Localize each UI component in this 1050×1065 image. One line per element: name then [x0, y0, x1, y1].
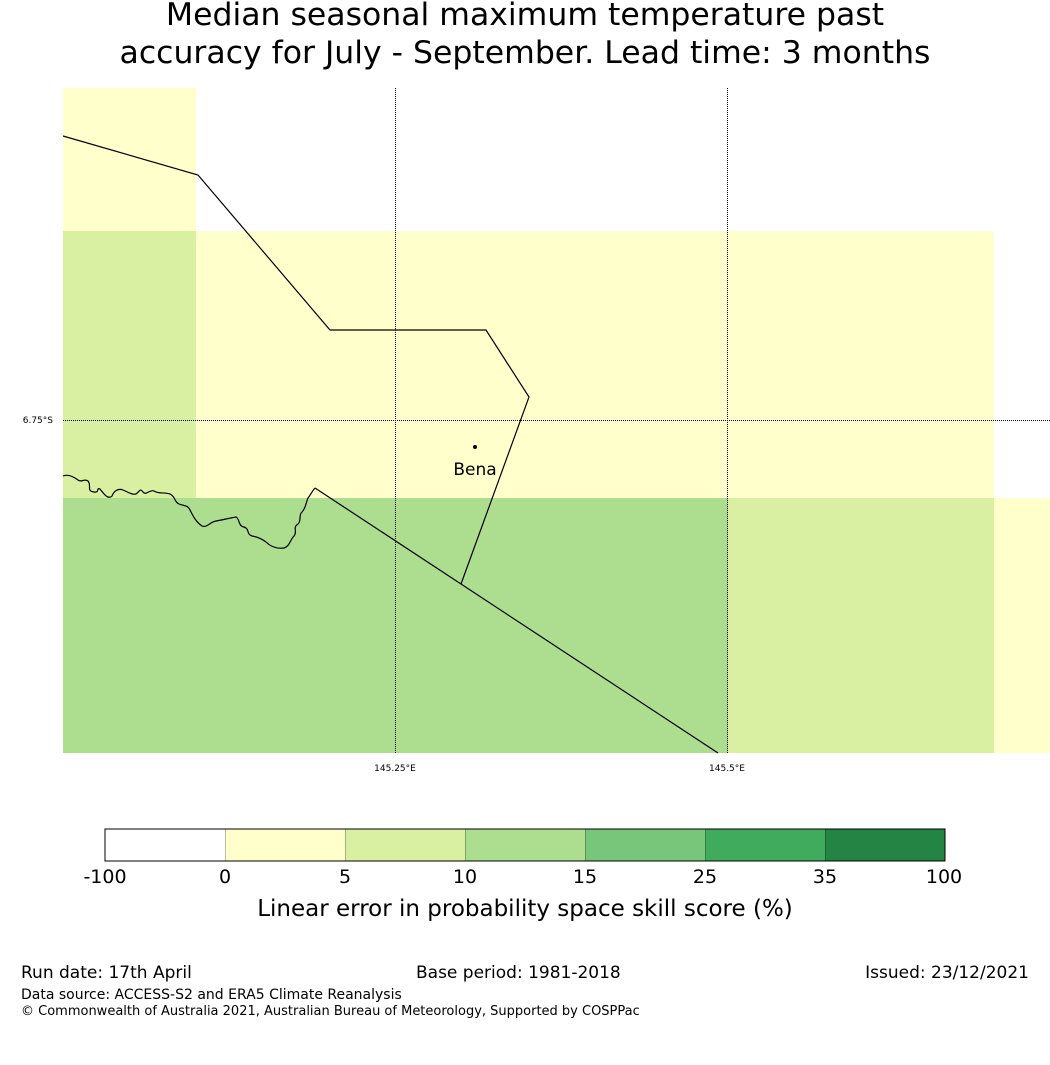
colorbar-tick-label: -100 — [83, 866, 126, 888]
bena-marker-icon — [473, 445, 477, 449]
colorbar-swatch — [705, 829, 825, 861]
province-boundaries — [62, 135, 719, 754]
grid-cell — [63, 88, 196, 231]
colorbar-tick-label: 0 — [219, 866, 231, 888]
grid-cell — [728, 498, 994, 753]
grid-cell — [196, 498, 728, 753]
coastline — [62, 474, 316, 549]
title-line-1: Median seasonal maximum temperature past — [165, 0, 885, 33]
lon-label: 145.5°E — [709, 764, 745, 774]
place-label-bena: Bena — [453, 460, 496, 480]
graticule — [63, 88, 1050, 753]
colorbar-tick-label: 15 — [573, 866, 597, 888]
issued-date: Issued: 23/12/2021 — [865, 963, 1029, 983]
grid-cell — [196, 88, 994, 231]
chart-title: Median seasonal maximum temperature past… — [0, 0, 1050, 72]
colorbar-tick-label: 35 — [813, 866, 837, 888]
grid-cell — [994, 88, 1050, 231]
grid-cell — [196, 231, 728, 498]
data-source: Data source: ACCESS-S2 and ERA5 Climate … — [21, 987, 402, 1003]
grid-cell — [63, 231, 196, 498]
colorbar — [104, 828, 946, 862]
boundary-line — [314, 487, 719, 754]
colorbar-tick-label: 25 — [693, 866, 717, 888]
colorbar-swatch — [225, 829, 345, 861]
colorbar-swatch — [825, 829, 945, 861]
map-panel: Bena 6.75°S 145.25°E 145.5°E -100 0 5 10… — [23, 88, 1050, 922]
boundary-line — [62, 135, 530, 585]
colorbar-swatch — [345, 829, 465, 861]
run-date: Run date: 17th April — [21, 963, 192, 983]
colorbar-swatch — [105, 829, 225, 861]
lat-label: 6.75°S — [23, 416, 54, 426]
grid-cell — [728, 231, 994, 498]
colorbar-swatch — [585, 829, 705, 861]
colorbar-label: Linear error in probability space skill … — [257, 896, 793, 922]
grid-cell — [994, 498, 1050, 753]
grid-cell — [63, 498, 196, 753]
colorbar-frame — [104, 828, 946, 862]
base-period: Base period: 1981-2018 — [416, 963, 621, 983]
colorbar-tick-label: 100 — [926, 866, 962, 888]
copyright: © Commonwealth of Australia 2021, Austra… — [21, 1004, 640, 1019]
skill-score-grid — [63, 88, 1050, 753]
colorbar-tick-label: 10 — [453, 866, 477, 888]
title-line-2: accuracy for July - September. Lead time… — [119, 35, 931, 71]
colorbar-ticks: -100 0 5 10 15 25 35 100 — [83, 866, 962, 888]
lon-label: 145.25°E — [374, 764, 416, 774]
colorbar-tick-label: 5 — [339, 866, 351, 888]
grid-cell — [994, 231, 1050, 498]
colorbar-swatch — [465, 829, 585, 861]
